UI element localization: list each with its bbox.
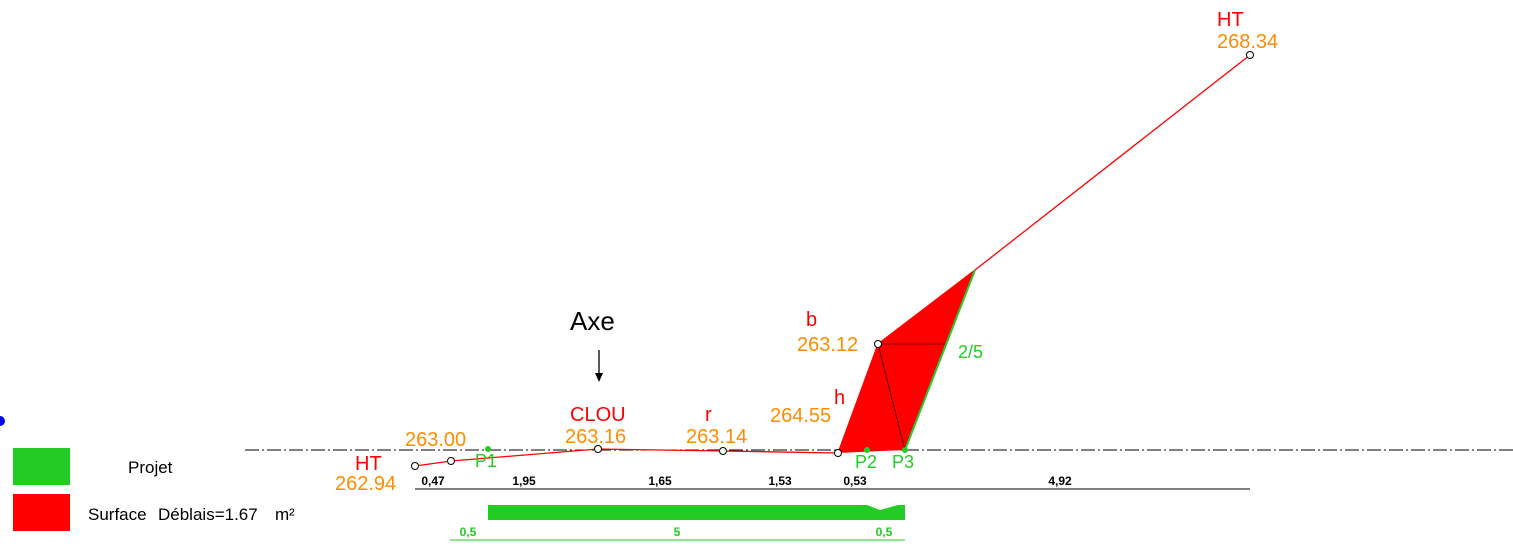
distance: 1,65 [648,474,672,488]
terrain-line [414,54,1251,467]
project-points [485,446,908,453]
project-distance: 0,5 [876,525,893,539]
legend-unit: m² [275,505,295,524]
point-elevation: 268.34 [1217,31,1278,53]
point-code: HT [355,453,382,475]
point-code: HT [1217,9,1244,31]
project-slope [904,269,976,451]
distance: 0,47 [421,474,445,488]
project-profile [488,505,905,520]
point-code: CLOU [570,404,626,426]
point-code: h [834,387,845,409]
point-elevation: 263.16 [565,426,626,448]
axis-arrowhead [595,373,603,382]
point-elevation: 263.14 [686,426,747,448]
point-elevation: 263.00 [405,429,466,451]
project-point: P3 [892,452,914,472]
distance: 1,53 [768,474,792,488]
project-point: P2 [855,452,877,472]
distance: 1,95 [512,474,536,488]
project-distance: 5 [674,525,681,539]
project-distance: 0,5 [460,525,477,539]
distance: 4,92 [1048,474,1072,488]
point-elevation: 263.12 [797,334,858,356]
point-code: r [705,404,712,426]
project-point: P1 [475,451,497,471]
hatch [877,343,906,451]
legend-swatch [13,448,70,485]
marker [0,416,5,426]
legend-label: Surface [88,505,147,524]
cut-area [838,270,975,453]
distance: 0,53 [843,474,867,488]
terrain-points [411,51,1254,470]
legend-label: Projet [128,458,173,477]
point-elevation: 262.94 [335,473,396,495]
slope-label: 2/5 [958,342,983,362]
point-elevation: 264.55 [770,405,831,427]
legend-swatch [13,494,70,531]
axis-label: Axe [570,306,615,336]
legend-detail: Déblais=1.67 [158,505,258,524]
point-code: b [806,309,817,331]
